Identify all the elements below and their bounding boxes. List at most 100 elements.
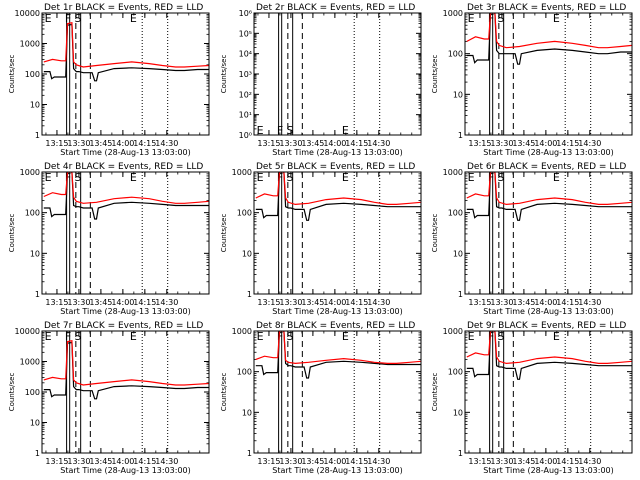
y-tick-label: 100 [25,70,40,79]
x-tick-label: 13:30 [279,298,302,307]
time-marker: S [287,124,294,137]
y-axis-label: Counts/sec [431,373,439,412]
lld-series-line [466,13,632,49]
time-marker: F [65,12,71,25]
panel-title: Det 3r BLACK = Events, RED = LLD [467,3,626,13]
time-marker: E [342,330,349,343]
time-marker: E [468,12,475,25]
time-marker: E [257,171,264,184]
panel-title: Det 8r BLACK = Events, RED = LLD [256,321,415,331]
flag-lines [278,172,381,294]
x-tick-label: 13:30 [279,457,302,466]
flag-lines [66,172,169,294]
series-group [466,331,632,380]
plot-frame [41,12,210,136]
x-axis-label: Start Time (28-Aug-13 13:03:00) [60,466,191,475]
x-tick-label: 13:45 [89,457,112,466]
events-series-line [466,172,632,221]
x-tick-label: 13:30 [490,139,513,148]
x-tick-label: 14:15 [345,457,368,466]
x-tick-label: 13:15 [468,457,491,466]
x-tick-label: 13:45 [512,139,535,148]
x-tick-label: 14:30 [578,298,601,307]
y-tick-label: 1000 [232,327,252,336]
panel-title: Det 5r BLACK = Events, RED = LLD [256,162,415,172]
x-tick-label: 13:15 [468,298,491,307]
x-tick-label: 13:30 [490,298,513,307]
x-tick-label: 14:15 [556,298,579,307]
time-marker: F [65,171,71,184]
x-tick-label: 13:45 [89,298,112,307]
lld-series-line [255,331,421,365]
time-marker: S [287,330,294,343]
x-tick-label: 13:45 [301,457,324,466]
x-axis-label: Start Time (28-Aug-13 13:03:00) [60,307,191,316]
x-tick-label: 14:30 [367,298,390,307]
events-series-line [43,23,209,82]
x-tick-label: 14:00 [323,139,346,148]
y-tick-label: 1000 [20,40,40,49]
y-tick-label: 10000 [15,327,40,336]
lld-series-line [43,21,209,68]
y-tick-label: 10² [239,90,252,99]
x-tick-label: 14:15 [133,139,156,148]
series-group [466,13,632,65]
plot-frame [464,12,633,136]
x-tick-label: 13:30 [67,298,90,307]
events-series-line [255,172,421,221]
y-tick-label: 1 [458,449,463,458]
y-tick-label: 100 [448,209,463,218]
y-tick-label: 100 [448,368,463,377]
time-marker: F [277,124,283,137]
y-tick-label: 1 [35,449,40,458]
y-tick-label: 1 [458,290,463,299]
x-tick-label: 13:45 [301,298,324,307]
events-series-line [43,172,209,220]
time-marker: E [342,171,349,184]
x-tick-label: 13:30 [279,139,302,148]
time-marker: S [75,171,82,184]
y-tick-label: 10⁵ [239,29,252,38]
series-group [43,172,209,220]
detector-panel-9: Det 9r BLACK = Events, RED = LLD 1 10 100 10… [431,321,633,475]
x-axis-label: Start Time (28-Aug-13 13:03:00) [483,307,614,316]
x-tick-label: 14:00 [111,298,134,307]
y-axis-label: Counts/sec [8,214,16,253]
events-series-line [255,331,421,379]
x-axis-label: Start Time (28-Aug-13 13:03:00) [272,466,403,475]
y-tick-label: 10 [242,249,252,258]
plot-frame [253,171,422,295]
plot-frame [464,330,633,454]
time-marker: E [130,12,137,25]
y-tick-label: 10 [453,90,463,99]
x-tick-label: 14:30 [367,139,390,148]
x-tick-label: 14:00 [323,298,346,307]
x-tick-label: 14:15 [133,457,156,466]
time-marker: F [65,330,71,343]
plot-frame [464,171,633,295]
lld-series-line [255,172,421,206]
flag-lines [278,13,381,135]
x-tick-label: 14:30 [367,457,390,466]
flag-lines [489,13,592,135]
y-tick-label: 10¹ [239,111,252,120]
y-axis-label: Counts/sec [8,55,16,94]
y-tick-label: 1 [458,131,463,140]
x-tick-label: 14:30 [155,457,178,466]
events-series-line [43,341,209,400]
y-tick-label: 1000 [443,9,463,18]
time-marker: E [45,330,52,343]
x-tick-label: 13:30 [490,457,513,466]
y-tick-label: 1 [35,131,40,140]
x-tick-label: 13:15 [45,457,68,466]
lld-series-line [43,339,209,386]
series-group [255,331,421,379]
detector-panel-1: Det 1r BLACK = Events, RED = LLD 1 10 100 10… [8,3,210,157]
series-group [43,21,209,82]
time-marker: E [342,124,349,137]
x-tick-label: 13:15 [257,457,280,466]
x-tick-label: 14:30 [155,298,178,307]
x-tick-label: 14:30 [578,457,601,466]
y-axis-label: Counts/sec [220,214,228,253]
